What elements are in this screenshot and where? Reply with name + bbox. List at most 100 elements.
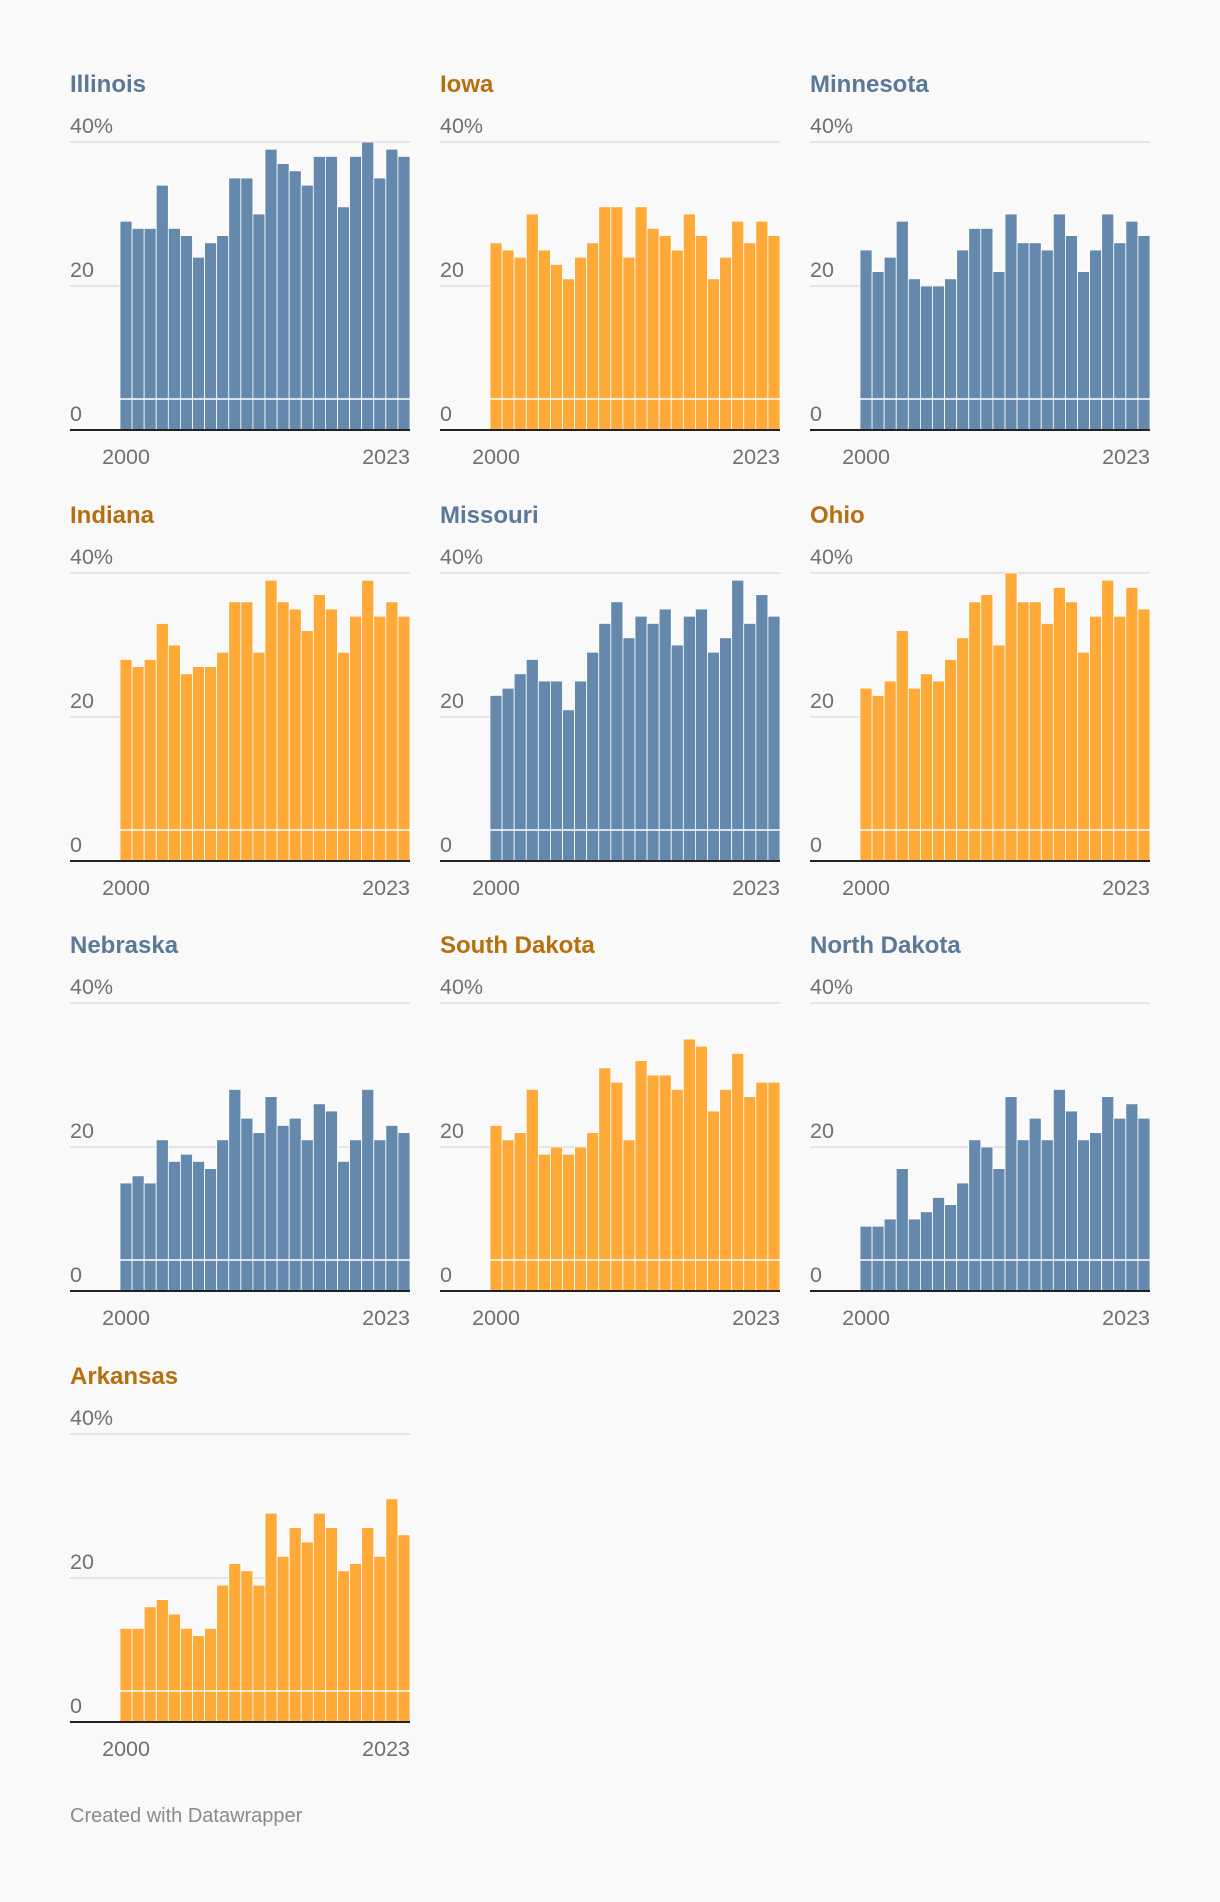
chart-panel-7: South Dakota 40% 20 0 2000 2023 <box>440 931 790 1371</box>
bar <box>550 680 563 862</box>
chart-panel-6: Nebraska 40% 20 0 2000 2023 <box>70 931 420 1371</box>
bar <box>670 644 684 862</box>
x-tick-label: 2000 <box>102 876 150 900</box>
bar <box>719 637 733 862</box>
bar <box>992 644 1006 862</box>
bar <box>695 235 708 431</box>
bar <box>895 1168 909 1292</box>
chart-panel-1: Iowa 40% 20 0 2000 2023 <box>440 70 790 510</box>
bar <box>361 1527 375 1723</box>
bar <box>1113 615 1127 862</box>
bar <box>131 1175 145 1292</box>
bar <box>1137 235 1151 431</box>
bar <box>920 673 933 862</box>
bar <box>610 601 624 862</box>
y-tick-label: 20 <box>70 689 94 713</box>
bar <box>980 1146 994 1292</box>
chart-svg-2: Minnesota 40% 20 0 2000 2023 <box>810 71 1151 469</box>
bar <box>932 1196 945 1292</box>
y-tick-label: 40% <box>70 975 113 999</box>
y-tick-label: 20 <box>70 1550 94 1574</box>
y-tick-label: 40% <box>440 114 483 138</box>
bar <box>586 242 600 431</box>
bar <box>1028 242 1042 431</box>
bar <box>634 206 648 431</box>
bar <box>1125 1103 1139 1292</box>
footer-credit[interactable]: Created with Datawrapper <box>70 1805 303 1827</box>
bar <box>397 615 411 862</box>
bar <box>598 623 612 862</box>
bar <box>143 1606 157 1723</box>
x-tick-label: 2023 <box>1102 1306 1150 1330</box>
chart-panel-3: Indiana 40% 20 0 2000 2023 <box>70 501 420 941</box>
chart-panel-2: Minnesota 40% 20 0 2000 2023 <box>810 70 1160 510</box>
bar <box>980 594 994 862</box>
x-tick-label: 2000 <box>102 445 150 469</box>
bar <box>1137 1117 1151 1292</box>
y-tick-label: 40% <box>440 975 483 999</box>
chart-title: Illinois <box>70 71 146 98</box>
chart-title: Arkansas <box>70 1363 178 1390</box>
bar <box>288 1117 302 1292</box>
bar <box>501 687 515 862</box>
bar <box>513 673 527 862</box>
bar <box>767 615 781 862</box>
bar <box>397 1132 411 1292</box>
chart-panel-9: Arkansas 40% 20 0 2000 2023 <box>70 1362 420 1802</box>
bar <box>932 680 945 862</box>
x-tick-label: 2023 <box>362 445 410 469</box>
bar <box>192 1160 205 1292</box>
bar <box>167 1613 181 1723</box>
bar <box>562 1153 575 1292</box>
y-tick-label: 20 <box>440 689 464 713</box>
bar <box>622 637 636 862</box>
bar <box>252 213 266 431</box>
chart-title: Missouri <box>440 502 539 529</box>
bar <box>859 1225 873 1292</box>
y-tick-label: 20 <box>70 1119 94 1143</box>
bar <box>397 156 411 431</box>
bar <box>1113 242 1127 431</box>
bar <box>276 601 290 862</box>
x-tick-label: 2000 <box>472 445 520 469</box>
y-tick-label: 0 <box>440 833 452 857</box>
bar <box>883 1218 897 1292</box>
bar <box>695 1045 708 1292</box>
y-tick-label: 20 <box>810 689 834 713</box>
bar <box>1137 608 1151 862</box>
bar <box>119 658 133 862</box>
chart-svg-5: Ohio 40% 20 0 2000 2023 <box>810 502 1151 900</box>
bar <box>513 256 527 431</box>
bar <box>980 227 994 431</box>
bar <box>155 184 169 431</box>
bar <box>871 694 885 862</box>
bar <box>228 1088 242 1292</box>
y-tick-label: 20 <box>810 258 834 282</box>
bar <box>907 687 921 862</box>
y-tick-label: 0 <box>440 402 452 426</box>
bar <box>349 156 363 431</box>
bar <box>204 1168 218 1292</box>
y-tick-label: 20 <box>810 1119 834 1143</box>
bar <box>513 1132 527 1292</box>
bar <box>501 249 515 431</box>
y-tick-label: 40% <box>810 545 853 569</box>
x-tick-label: 2000 <box>102 1737 150 1761</box>
bar <box>300 630 314 862</box>
bar <box>1089 615 1103 862</box>
bar <box>622 256 636 431</box>
bar <box>586 1132 600 1292</box>
bar <box>968 1139 982 1292</box>
bar <box>550 1146 563 1292</box>
bar <box>143 658 157 862</box>
bar <box>180 1153 193 1292</box>
bar <box>325 156 338 431</box>
bar <box>658 608 672 862</box>
y-tick-label: 20 <box>440 258 464 282</box>
bar <box>1101 579 1115 862</box>
bar <box>1065 1110 1078 1292</box>
chart-title: Iowa <box>440 71 494 98</box>
bar <box>859 687 873 862</box>
bar <box>871 271 885 431</box>
